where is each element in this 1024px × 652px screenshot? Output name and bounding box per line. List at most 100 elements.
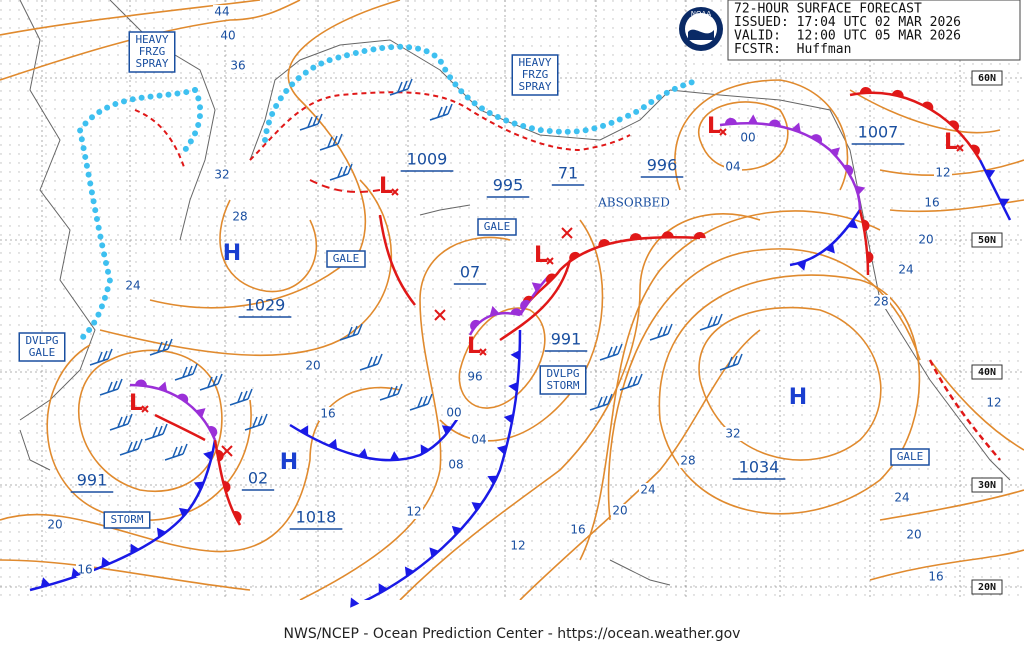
front-semicircle — [510, 308, 523, 316]
central-pressure: 1034 — [739, 458, 780, 477]
front-triangle — [508, 382, 518, 392]
header-line: VALID: 12:00 UTC 05 MAR 2026 — [734, 29, 961, 44]
header-line: ISSUED: 17:04 UTC 02 MAR 2026 — [734, 15, 961, 30]
front-triangle — [747, 114, 758, 124]
front-semicircle — [768, 119, 781, 127]
isobar-label-bg — [679, 454, 697, 468]
isobar-label: 28 — [680, 454, 695, 468]
wind-barb — [299, 113, 323, 131]
warning-text: FRZG — [139, 45, 166, 58]
front-semicircle — [216, 449, 224, 462]
wind-barb — [429, 103, 453, 121]
front-semicircle — [629, 233, 642, 240]
wind-barb — [119, 438, 143, 456]
front-triangle — [203, 450, 214, 461]
header-box — [727, 0, 1021, 61]
front-triangle — [71, 567, 81, 579]
high-center: H — [280, 450, 298, 475]
central-pressure: 996 — [647, 156, 678, 175]
front-triangle — [420, 444, 430, 455]
front-triangle — [429, 547, 440, 558]
isobar-label: 04 — [725, 160, 740, 174]
isobar-label: 00 — [446, 406, 461, 420]
central-pressure: 1009 — [407, 150, 448, 169]
isobar-label-bg — [213, 168, 231, 182]
isobar-label: 24 — [640, 483, 655, 497]
lat-label-box — [971, 364, 1003, 380]
isobar-label-bg — [319, 407, 337, 421]
warning-text: FRZG — [522, 68, 549, 81]
front-semicircle — [724, 117, 737, 125]
isobar-label-bg — [229, 59, 247, 73]
front-triangle — [195, 408, 206, 418]
front-triangle — [327, 438, 338, 450]
front-triangle — [847, 219, 858, 229]
isobar-label: 12 — [510, 539, 525, 553]
wind-barb — [164, 443, 188, 461]
lat-label-box — [971, 579, 1003, 595]
front-triangle — [471, 502, 482, 512]
front-semicircle — [208, 426, 218, 438]
front-semicircle — [862, 219, 870, 232]
warning-text: HEAVY — [135, 33, 168, 46]
ice-accretion-boundary — [134, 91, 631, 171]
isobar-label-bg — [639, 483, 657, 497]
isobar-label: 24 — [125, 279, 140, 293]
warning-text: HEAVY — [518, 56, 551, 69]
isobar-label: 16 — [320, 407, 335, 421]
wind-barb — [229, 388, 253, 406]
lat-label: 20N — [978, 582, 996, 593]
lat-label-box — [971, 477, 1003, 493]
warning-box — [477, 218, 517, 236]
low-center-mark — [719, 128, 727, 136]
warning-box — [326, 250, 366, 268]
isobar-label-bg — [611, 504, 629, 518]
warning-text: GALE — [897, 450, 924, 463]
front-semicircle — [177, 393, 189, 403]
low-center: L — [944, 130, 958, 155]
wind-barb — [619, 373, 643, 391]
central-pressure: 1007 — [858, 123, 899, 142]
isobar-label: 20 — [906, 528, 921, 542]
low-center: L — [707, 114, 721, 139]
isobar-label-bg — [739, 131, 757, 145]
isobar-label: 28 — [232, 210, 247, 224]
front-semicircle — [970, 144, 980, 156]
front-triangle — [350, 597, 360, 608]
warning-text: STORM — [546, 379, 579, 392]
warning-text: SPRAY — [518, 80, 551, 93]
front-triangle — [193, 481, 205, 491]
front-semicircle — [661, 231, 674, 238]
warning-text: DVLPG — [25, 334, 58, 347]
isobar-label: 12 — [986, 396, 1001, 410]
isobar-label: 32 — [725, 427, 740, 441]
front-triangle — [496, 445, 507, 455]
front-triangle — [855, 185, 866, 196]
wind-barb — [599, 343, 623, 361]
wind-barb — [359, 353, 383, 371]
wind-barb — [89, 348, 113, 366]
isobar-label-bg — [405, 505, 423, 519]
low-center: L — [379, 174, 393, 199]
front-semicircle — [867, 251, 874, 264]
isobar-label-bg — [231, 210, 249, 224]
warning-text: GALE — [333, 252, 360, 265]
isobar-label-bg — [917, 233, 935, 247]
front-semicircle — [569, 251, 581, 262]
high-center: H — [789, 385, 807, 410]
front-semicircle — [843, 164, 854, 176]
isobar-label: 12 — [406, 505, 421, 519]
isobar-label-bg — [76, 563, 94, 577]
wind-barb — [649, 323, 673, 341]
isobar-label-bg — [923, 196, 941, 210]
front-triangle — [358, 448, 368, 459]
isobar-label: 20 — [612, 504, 627, 518]
isobar-label: 40 — [220, 29, 235, 43]
isobar-label: 08 — [448, 458, 463, 472]
low-center-mark — [479, 348, 487, 356]
wind-barb — [149, 338, 173, 356]
isobar-label: 36 — [230, 59, 245, 73]
central-pressure: 991 — [77, 471, 108, 490]
warning-text: SPRAY — [135, 57, 168, 70]
